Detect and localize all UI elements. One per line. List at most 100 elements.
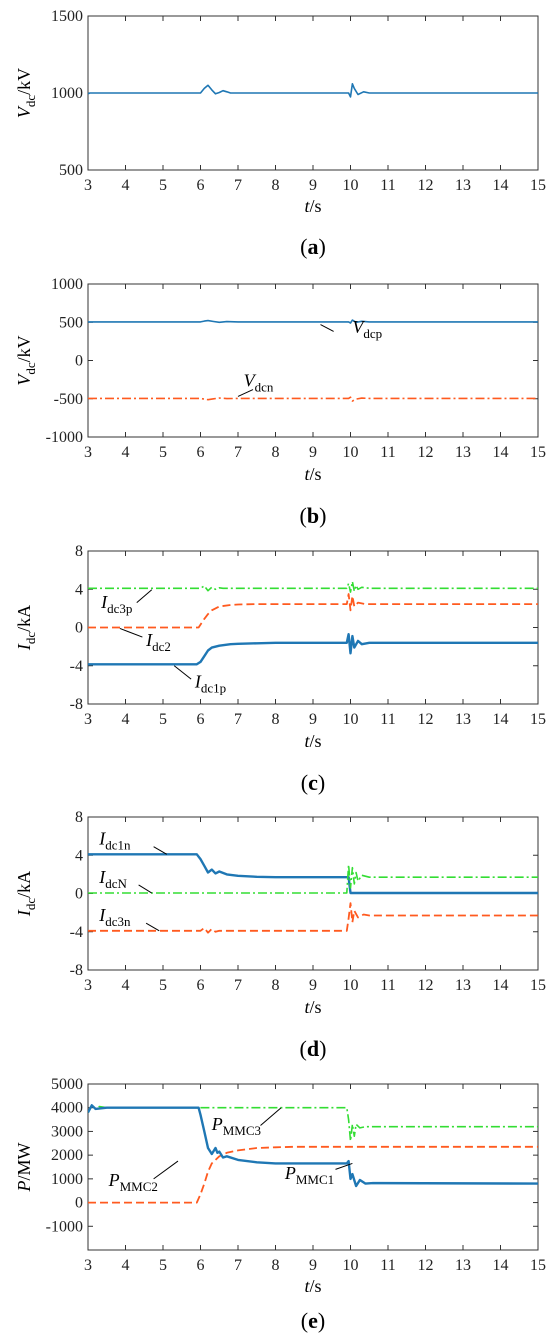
x-tick-label: 15 <box>530 1257 546 1274</box>
x-tick-label: 14 <box>493 1257 509 1274</box>
annotation-leader <box>153 846 168 855</box>
y-tick-label: 4 <box>75 847 83 864</box>
y-tick-label: 500 <box>59 314 83 331</box>
x-tick-label: 8 <box>272 977 280 994</box>
x-tick-label: 9 <box>309 711 317 728</box>
y-tick-label: -4 <box>70 658 83 675</box>
series-annotation: IdcN <box>98 867 127 891</box>
series-annotation: Vdcn <box>244 371 274 395</box>
y-axis-label: P/MW <box>14 1142 34 1192</box>
annotation-leader <box>145 922 160 932</box>
x-tick-label: 5 <box>159 977 167 994</box>
y-tick-label: 0 <box>75 886 83 903</box>
panel-label: (c) <box>301 770 325 795</box>
y-tick-label: 5000 <box>51 1076 83 1093</box>
y-tick-label: 4000 <box>51 1100 83 1117</box>
x-tick-label: 8 <box>272 444 280 461</box>
series-line-3 <box>88 902 538 934</box>
series-line-3 <box>88 1104 538 1188</box>
y-tick-label: -4 <box>70 924 83 941</box>
panel-label: (d) <box>300 1036 327 1061</box>
panel-label: (a) <box>300 234 326 259</box>
y-tick-label: 3000 <box>51 1123 83 1140</box>
series-annotation: Idc3p <box>100 592 132 616</box>
annotation-leader <box>320 324 334 332</box>
series-annotation: PMMC2 <box>108 1170 158 1194</box>
x-tick-label: 15 <box>530 444 546 461</box>
x-tick-label: 5 <box>159 444 167 461</box>
x-tick-label: 11 <box>380 977 395 994</box>
annotation-leader <box>138 884 153 894</box>
y-tick-label: -8 <box>70 962 83 979</box>
series-annotation: Idc1p <box>194 672 226 696</box>
y-tick-label: 0 <box>75 353 83 370</box>
x-tick-label: 14 <box>493 977 509 994</box>
x-tick-label: 12 <box>418 977 434 994</box>
x-tick-label: 8 <box>272 177 280 194</box>
y-tick-label: 8 <box>75 543 83 560</box>
x-tick-label: 10 <box>343 1257 359 1274</box>
x-tick-label: 9 <box>309 977 317 994</box>
series-line-1 <box>88 580 538 593</box>
x-tick-label: 11 <box>380 1257 395 1274</box>
y-tick-label: 2000 <box>51 1147 83 1164</box>
annotation-leader <box>173 665 192 680</box>
y-axis-label: Idc/kA <box>14 871 38 917</box>
y-tick-label: 0 <box>75 1195 83 1212</box>
y-tick-label: 4 <box>75 581 83 598</box>
series-line-2 <box>88 396 538 402</box>
x-tick-label: 6 <box>197 1257 205 1274</box>
x-tick-label: 10 <box>343 711 359 728</box>
x-axis-label: t/s <box>304 1276 321 1296</box>
x-tick-label: 7 <box>234 977 242 994</box>
y-tick-label: 1500 <box>51 8 83 25</box>
x-tick-label: 5 <box>159 1257 167 1274</box>
x-tick-label: 11 <box>380 444 395 461</box>
series-annotation: Vdcp <box>352 317 382 341</box>
x-tick-label: 11 <box>380 711 395 728</box>
plot-frame <box>87 283 539 438</box>
x-tick-label: 15 <box>530 977 546 994</box>
annotation-leader <box>136 589 153 604</box>
x-tick-label: 6 <box>197 177 205 194</box>
y-axis-label: Idc/kA <box>14 605 38 651</box>
x-tick-label: 10 <box>343 177 359 194</box>
x-tick-label: 14 <box>493 711 509 728</box>
x-tick-label: 12 <box>418 1257 434 1274</box>
x-tick-label: 10 <box>343 444 359 461</box>
panel-c: 3 4 5 6 7 8 9 10 11 12 13 14 15 -8 -4 0 4 8 t/s Idc/kA (c) Id… <box>14 543 546 795</box>
panel-label: (e) <box>301 1308 325 1333</box>
series-annotation: PMMC1 <box>284 1163 334 1187</box>
x-axis-label: t/s <box>304 731 321 751</box>
x-tick-label: 7 <box>234 444 242 461</box>
y-tick-label: 1000 <box>51 276 83 293</box>
x-tick-label: 4 <box>122 177 130 194</box>
y-axis-label: Vdc/kV <box>14 68 38 118</box>
panel-d: 3 4 5 6 7 8 9 10 11 12 13 14 15 -8 -4 0 4 8 t/s Idc/kA (d) Id… <box>14 809 546 1061</box>
series-line-2 <box>88 863 538 894</box>
x-tick-label: 4 <box>122 977 130 994</box>
annotation-leader <box>260 1107 282 1126</box>
panel-e: 3 4 5 6 7 8 9 10 11 12 13 14 15 -1000 0 1000 2000 3000 400… <box>14 1076 546 1333</box>
y-tick-label: -1000 <box>46 1218 83 1235</box>
series-line-1 <box>88 1104 538 1142</box>
x-tick-label: 5 <box>159 711 167 728</box>
y-tick-label: -500 <box>54 391 83 408</box>
series-annotation: Idc3n <box>98 905 131 929</box>
y-tick-label: 0 <box>75 620 83 637</box>
x-tick-label: 3 <box>84 1257 92 1274</box>
x-tick-label: 5 <box>159 177 167 194</box>
x-tick-label: 7 <box>234 711 242 728</box>
panel-label: (b) <box>300 503 327 528</box>
x-tick-label: 6 <box>197 444 205 461</box>
x-axis-label: t/s <box>304 196 321 216</box>
y-axis-label: Vdc/kV <box>14 335 38 385</box>
panel-a: 3 4 5 6 7 8 9 10 11 12 13 14 15 500 1000 1500 t/s Vdc/kV (… <box>14 8 546 259</box>
x-tick-label: 3 <box>84 711 92 728</box>
x-tick-label: 4 <box>122 711 130 728</box>
series-line-2 <box>88 1145 538 1204</box>
x-tick-label: 9 <box>309 444 317 461</box>
annotation-leader <box>335 1162 353 1170</box>
x-tick-label: 13 <box>455 1257 471 1274</box>
